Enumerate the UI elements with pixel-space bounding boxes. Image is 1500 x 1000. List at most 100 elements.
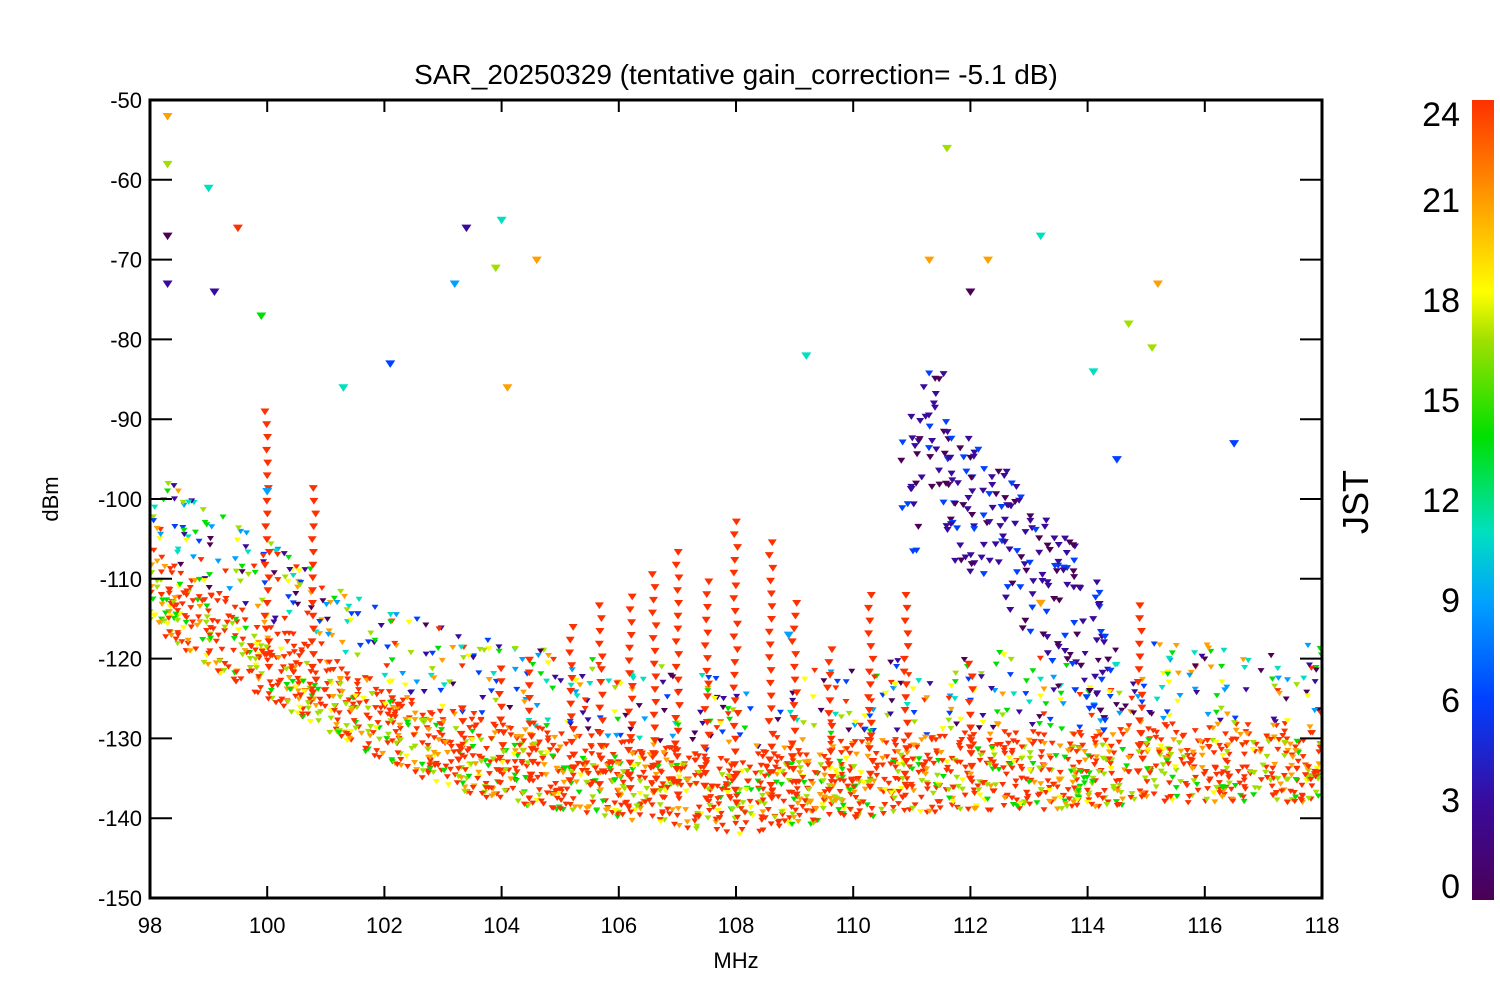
noise-floor-point [1165,679,1173,685]
noise-floor-point [833,770,841,777]
noise-floor-point [819,805,827,812]
noise-floor-point [238,642,246,648]
noise-floor-point [879,810,887,817]
x-tick-label: 118 [1304,913,1339,938]
carrier-point [458,718,468,725]
carrier-point [309,497,319,505]
noise-floor-point [788,804,796,810]
noise-floor-point [485,771,493,777]
noise-floor-point [280,654,288,660]
noise-floor-point [385,689,393,695]
noise-floor-point [521,727,529,733]
noise-floor-point [333,722,341,728]
noise-floor-point [1212,766,1220,772]
noise-floor-point [867,737,875,744]
noise-floor-point [1119,796,1127,802]
peak-point [1026,517,1035,524]
noise-floor-point [1048,740,1056,747]
noise-floor-point [397,737,405,743]
carrier-point [528,758,538,766]
y-tick-label: -60 [110,168,142,193]
y-tick-label: -80 [110,327,142,352]
noise-floor-point [636,735,644,741]
noise-floor-point [951,679,959,685]
noise-floor-point [307,605,315,611]
peak-point [1069,584,1078,591]
noise-floor-point [275,655,283,661]
noise-floor-point [881,802,889,808]
noise-floor-point [177,561,185,568]
noise-floor-point [809,820,817,826]
noise-floor-point [990,759,998,765]
peak-point [1092,579,1101,586]
noise-floor-point [1135,749,1143,755]
peak-point [926,454,935,461]
noise-floor-point [1257,746,1265,752]
noise-floor-point [899,795,907,801]
noise-floor-point [983,782,991,788]
peak-point [1007,503,1016,510]
noise-floor-point [538,726,546,732]
noise-floor-point [668,807,676,813]
noise-floor-point [1022,691,1030,697]
noise-floor-point [158,601,166,608]
noise-floor-point [979,719,987,726]
carrier-point [731,582,741,590]
noise-floor-point [171,523,179,530]
noise-floor-point [345,603,353,609]
noise-floor-point [1183,747,1191,754]
noise-floor-point [947,725,955,732]
noise-floor-point [1312,667,1320,673]
noise-floor-point [913,744,921,751]
noise-floor-point [544,660,552,666]
noise-floor-point [228,614,236,621]
noise-floor-point [478,710,486,716]
noise-floor-point [945,717,953,723]
noise-floor-point [354,678,362,684]
noise-floor-point [289,573,297,579]
noise-floor-point [1223,749,1231,755]
noise-floor-point [207,593,215,599]
carrier-point [675,702,685,709]
noise-floor-point [910,710,918,716]
noise-floor-point [287,663,295,669]
carrier-point [733,710,743,717]
noise-floor-point [873,772,881,779]
noise-floor-point [298,647,306,653]
noise-floor-point [180,527,188,534]
noise-floor-point [944,764,952,771]
noise-floor-point [391,711,399,718]
noise-floor-point [1012,778,1020,784]
peak-point [907,486,916,493]
peak-point [1055,597,1064,604]
noise-floor-point [930,760,938,767]
carrier-point [626,734,636,741]
noise-floor-point [511,742,519,749]
noise-floor-point [290,649,298,655]
noise-floor-point [1110,750,1118,756]
peak-point [1097,676,1106,683]
noise-floor-point [304,643,312,650]
noise-floor-point [1088,801,1096,808]
noise-floor-point [1267,736,1275,743]
noise-floor-point [272,548,280,554]
noise-floor-point [1212,709,1220,715]
noise-floor-point [572,734,580,740]
noise-floor-point [850,789,858,795]
noise-floor-point [686,782,694,789]
noise-floor-point [399,697,407,703]
noise-floor-point [619,812,627,818]
noise-floor-point [157,569,165,575]
noise-floor-point [840,806,848,812]
noise-floor-point [958,786,966,792]
noise-floor-point [1109,732,1117,738]
noise-floor-point [551,734,559,741]
noise-floor-point [335,710,343,716]
carrier-point [648,635,658,642]
carrier-point [732,799,742,807]
noise-floor-point [737,806,745,812]
outlier-point [502,384,513,392]
noise-floor-point [761,773,769,779]
noise-floor-point [915,678,923,684]
noise-floor-point [641,799,649,805]
